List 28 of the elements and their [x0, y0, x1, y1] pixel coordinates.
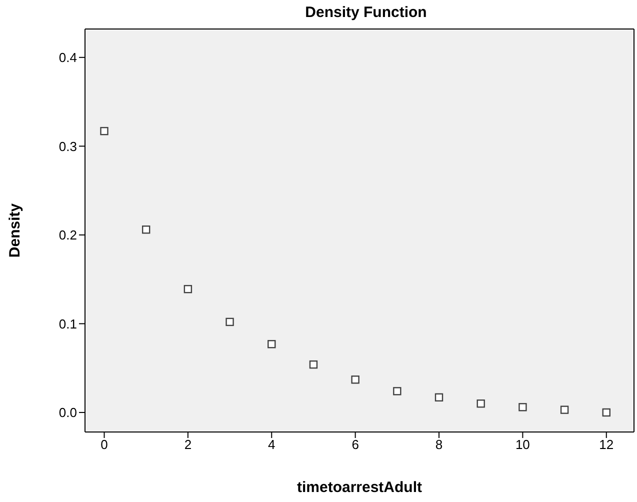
y-tick-label: 0.1 [58, 316, 77, 332]
point [226, 318, 234, 326]
x-tick-label: 0 [100, 437, 108, 452]
point [351, 376, 360, 384]
point [393, 387, 402, 396]
chart-title: Density Function [304, 4, 428, 21]
y-tick-label: 0.2 [58, 228, 77, 243]
point [184, 284, 192, 294]
x-axis-title: timetoarrestAdult [296, 479, 422, 496]
point [518, 403, 527, 412]
point [268, 340, 276, 348]
point [309, 360, 318, 369]
point [142, 226, 150, 234]
point [100, 126, 108, 136]
x-tick-label: 6 [352, 437, 359, 452]
y-tick-label: 0.3 [58, 138, 77, 154]
x-tick-label: 4 [268, 437, 276, 452]
x-tick-label: 8 [435, 437, 443, 452]
y-tick-label: 0.0 [58, 405, 77, 420]
point [476, 399, 485, 408]
point [602, 408, 610, 417]
y-axis-title: Density [6, 202, 24, 258]
point [560, 406, 569, 414]
x-tick-label: 2 [184, 437, 192, 452]
point [434, 393, 444, 402]
x-tick-label: 10 [515, 437, 530, 452]
x-tick-label: 12 [599, 437, 614, 452]
y-tick-label: 0.4 [58, 50, 77, 66]
